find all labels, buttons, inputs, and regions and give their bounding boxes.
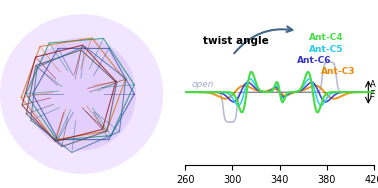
Text: open: open <box>191 80 214 89</box>
Text: Ant-C4: Ant-C4 <box>309 33 344 42</box>
Text: Ant-C3: Ant-C3 <box>321 67 356 76</box>
Ellipse shape <box>27 38 136 150</box>
Ellipse shape <box>0 14 163 174</box>
Text: Ant-C6: Ant-C6 <box>297 56 332 65</box>
Text: Ant-C5: Ant-C5 <box>309 45 344 54</box>
Text: A: A <box>370 80 376 89</box>
Text: E: E <box>370 90 375 99</box>
Text: twist angle: twist angle <box>203 36 269 46</box>
